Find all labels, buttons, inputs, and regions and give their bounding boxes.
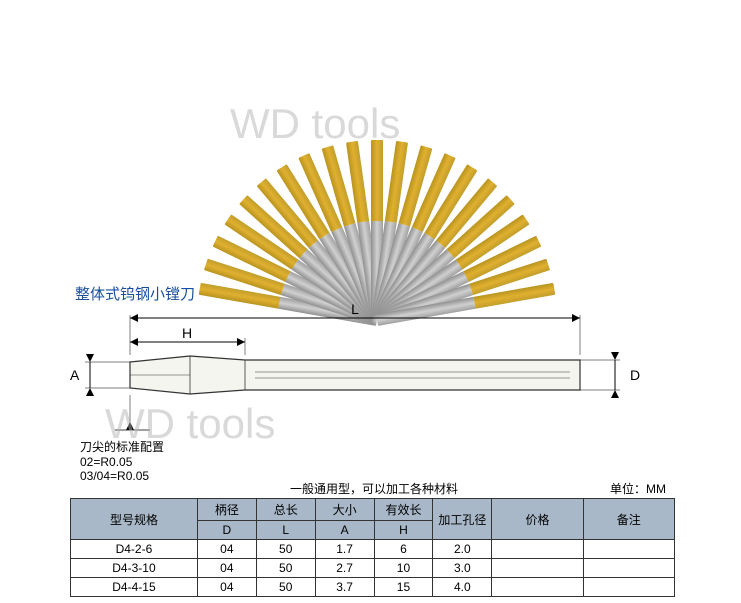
svg-text:L: L <box>351 301 359 317</box>
subheader-size: A <box>315 521 374 540</box>
table-row: D4-4-15 04 50 3.7 15 4.0 <box>71 578 675 597</box>
unit-label: 单位：MM <box>610 480 666 497</box>
cell-price <box>492 578 583 597</box>
table-row: D4-3-10 04 50 2.7 10 3.0 <box>71 559 675 578</box>
cell-model: D4-2-6 <box>71 540 198 559</box>
header-length: 总长 <box>256 499 315 521</box>
subheader-shank: D <box>197 521 256 540</box>
subheader-length: L <box>256 521 315 540</box>
technical-diagram: L H A D <box>60 300 660 440</box>
cell-size: 3.7 <box>315 578 374 597</box>
cell-shank: 04 <box>197 578 256 597</box>
cell-length: 50 <box>256 540 315 559</box>
cell-note <box>583 559 674 578</box>
subheader-effective: H <box>374 521 433 540</box>
general-purpose-text: 一般通用型，可以加工各种材料 <box>290 480 458 497</box>
cell-model: D4-4-15 <box>71 578 198 597</box>
cell-effective: 10 <box>374 559 433 578</box>
table-row: D4-2-6 04 50 1.7 6 2.0 <box>71 540 675 559</box>
tip-spec-line: 刀尖的标准配置 <box>80 438 164 455</box>
table-body: D4-2-6 04 50 1.7 6 2.0 D4-3-10 04 50 2.7… <box>71 540 675 597</box>
cell-note <box>583 578 674 597</box>
spec-table: 型号规格 柄径 总长 大小 有效长 加工孔径 价格 备注 D L A H D4-… <box>70 498 675 597</box>
cell-bore: 3.0 <box>433 559 492 578</box>
cell-price <box>492 559 583 578</box>
header-effective: 有效长 <box>374 499 433 521</box>
cell-price <box>492 540 583 559</box>
cell-bore: 4.0 <box>433 578 492 597</box>
header-bore: 加工孔径 <box>433 499 492 540</box>
header-note: 备注 <box>583 499 674 540</box>
header-price: 价格 <box>492 499 583 540</box>
header-shank: 柄径 <box>197 499 256 521</box>
tip-spec-note: 刀尖的标准配置 02=R0.05 03/04=R0.05 <box>80 438 164 483</box>
cell-note <box>583 540 674 559</box>
cell-shank: 04 <box>197 559 256 578</box>
tip-spec-line: 03/04=R0.05 <box>80 469 164 483</box>
table-header-row: 型号规格 柄径 总长 大小 有效长 加工孔径 价格 备注 <box>71 499 675 521</box>
cell-shank: 04 <box>197 540 256 559</box>
cell-bore: 2.0 <box>433 540 492 559</box>
cell-model: D4-3-10 <box>71 559 198 578</box>
svg-text:H: H <box>182 325 192 341</box>
cell-size: 2.7 <box>315 559 374 578</box>
tip-spec-line: 02=R0.05 <box>80 455 164 469</box>
cell-effective: 15 <box>374 578 433 597</box>
svg-text:D: D <box>630 367 640 383</box>
header-size: 大小 <box>315 499 374 521</box>
cell-effective: 6 <box>374 540 433 559</box>
tool-fan <box>71 0 671 270</box>
product-image-area <box>0 0 741 270</box>
header-model: 型号规格 <box>71 499 198 540</box>
cell-size: 1.7 <box>315 540 374 559</box>
cell-length: 50 <box>256 559 315 578</box>
svg-text:A: A <box>70 367 80 383</box>
cell-length: 50 <box>256 578 315 597</box>
